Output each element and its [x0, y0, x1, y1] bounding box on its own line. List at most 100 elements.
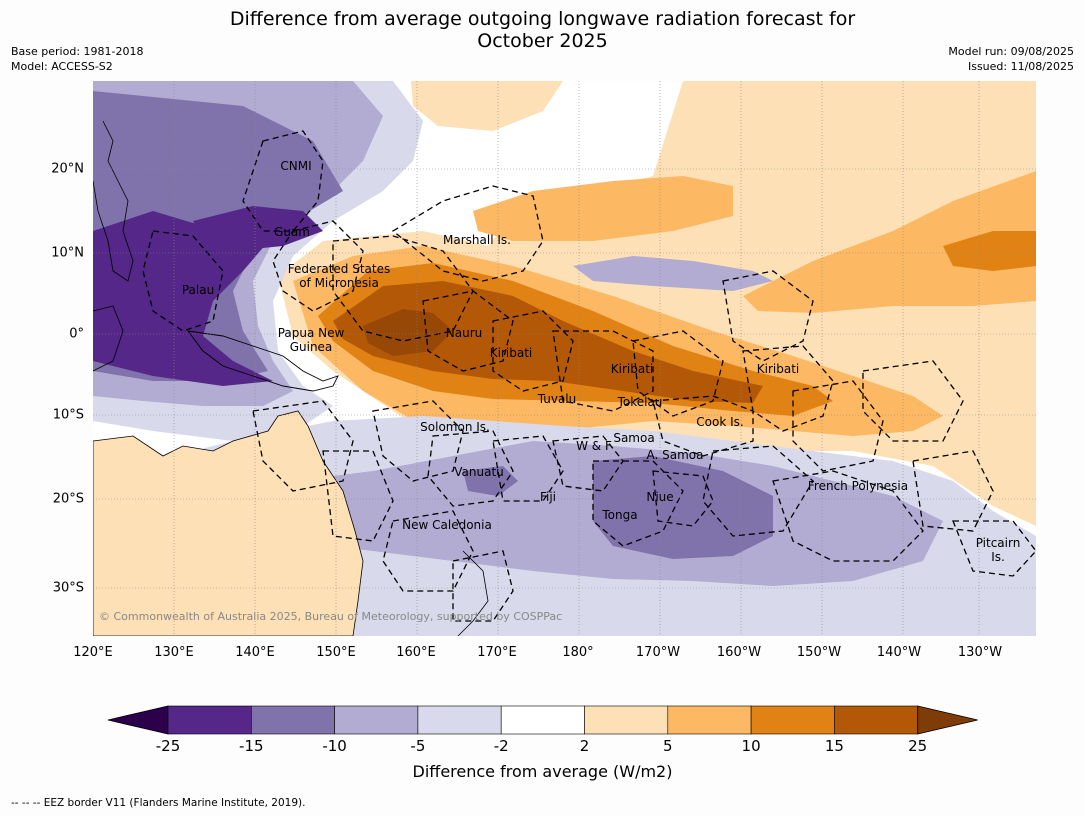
label-kiribati-east: Kiribati — [756, 362, 800, 376]
colorbar-tick-label: -10 — [322, 737, 347, 755]
borneo-outline — [93, 305, 124, 372]
label-marshall-islands: Marshall Is. — [443, 233, 511, 247]
label-micronesia-line-1: Federated States — [287, 262, 391, 276]
colorbar-segment — [500, 705, 585, 735]
label-cnmi: CNMI — [280, 159, 312, 173]
chart-title: Difference from average outgoing longwav… — [0, 8, 1085, 52]
positive-anomaly-2-5-ne — [488, 81, 1036, 441]
negative-anomaly-15-25-west — [93, 211, 273, 386]
label-tuvalu: Tuvalu — [537, 392, 577, 406]
colorbar — [107, 705, 978, 735]
label-guam: Guam — [274, 225, 310, 239]
lon-tick: 130°W — [957, 645, 1003, 660]
colorbar-segment — [584, 705, 669, 735]
colorbar-tick-label: 2 — [579, 737, 590, 755]
copyright-notice: © Commonwealth of Australia 2025, Bureau… — [99, 610, 563, 623]
label-niue: Niue — [646, 490, 674, 504]
colorbar-tick-label: -2 — [493, 737, 509, 755]
colorbar-segment — [750, 705, 835, 735]
label-vanuatu: Vanuatu — [454, 465, 504, 479]
colorbar-tick-label: -25 — [155, 737, 181, 755]
title-line-1: Difference from average outgoing longwav… — [229, 8, 856, 30]
lon-tick: 150°W — [796, 645, 842, 660]
label-pitcairn: Pitcairn Is. — [976, 536, 1021, 564]
eez-borders — [142, 130, 1036, 622]
label-kiribati-west: Kiribati — [489, 346, 533, 360]
title-line-2: October 2025 — [477, 30, 608, 52]
colorbar-segment — [667, 705, 752, 735]
colorbar-segment — [334, 705, 419, 735]
colorbar-tick-label: 25 — [908, 737, 928, 755]
label-fiji: Fiji — [539, 490, 557, 504]
negative-anomaly-10-15-south — [593, 456, 773, 559]
label-samoa: Samoa — [613, 431, 655, 445]
graticule — [93, 81, 1036, 636]
colorbar-extend-low — [107, 705, 169, 735]
colorbar-tick-label: 15 — [824, 737, 844, 755]
colorbar-segment — [167, 705, 252, 735]
new-zealand-outline — [457, 550, 489, 636]
negative-anomaly-10-15-south-small — [463, 466, 518, 496]
label-pitcairn-line-2: Is. — [991, 550, 1005, 564]
label-french-polynesia: French Polynesia — [807, 479, 909, 493]
lon-tick: 160°E — [396, 645, 436, 660]
colorbar-segment — [834, 705, 919, 735]
label-palau: Palau — [181, 283, 215, 297]
label-micronesia-line-2: of Micronesia — [299, 276, 379, 290]
positive-anomaly-15-25 — [333, 281, 763, 403]
colorbar-label: Difference from average (W/m2) — [412, 762, 673, 781]
negative-anomaly-5-10-south — [213, 441, 943, 586]
issued-date: Issued: 11/08/2025 — [967, 60, 1074, 73]
lat-tick: 10°S — [52, 407, 84, 423]
new-guinea-outline — [186, 330, 339, 392]
label-pitcairn-line-1: Pitcairn — [975, 536, 1021, 550]
lat-tick: 10°N — [51, 245, 84, 261]
lon-tick: 170°E — [477, 645, 517, 660]
positive-anomaly-5-10-n — [473, 176, 733, 241]
positive-anomaly-5-10-ne — [743, 171, 1036, 313]
lon-tick: 170°W — [635, 645, 681, 660]
positive-anomaly-over-25 — [363, 309, 453, 356]
colorbar-extend-high — [917, 705, 978, 735]
label-american-samoa: A. Samoa — [646, 448, 704, 462]
label-tonga: Tonga — [602, 508, 638, 522]
lon-tick: 130°E — [154, 645, 194, 660]
lon-tick: 140°W — [876, 645, 922, 660]
lat-tick: 20°S — [52, 491, 84, 507]
lon-tick: 180° — [562, 645, 594, 660]
negative-anomaly-15-25-guam — [193, 206, 323, 251]
australia-landmass — [93, 410, 364, 636]
anomaly-map — [93, 81, 1036, 636]
model-name: Model: ACCESS-S2 — [11, 60, 113, 73]
right-metadata: Model run: 09/08/2025 Issued: 11/08/2025 — [948, 44, 1074, 74]
label-png-line-1: Papua New — [277, 326, 345, 340]
lon-tick: 120°E — [73, 645, 113, 660]
label-wallis-futuna: W & F — [576, 439, 612, 453]
lon-tick: 140°E — [235, 645, 275, 660]
lat-tick: 20°N — [51, 161, 84, 177]
label-png-line-2: Guinea — [289, 340, 333, 354]
eez-footnote: -- -- -- EEZ border V11 (Flanders Marine… — [11, 797, 306, 809]
label-tokelau: Tokelau — [617, 395, 663, 409]
positive-anomaly-2-5-nw — [411, 81, 563, 131]
base-period: Base period: 1981-2018 — [11, 45, 144, 58]
philippines-outline — [93, 120, 134, 282]
label-new-caledonia: New Caledonia — [402, 518, 492, 532]
colorbar-segment — [251, 705, 335, 735]
model-run: Model run: 09/08/2025 — [948, 45, 1074, 58]
lat-tick: 30°S — [52, 580, 84, 596]
label-cook-islands: Cook Is. — [696, 415, 744, 429]
label-micronesia: Federated States of Micronesia — [288, 262, 390, 290]
left-metadata: Base period: 1981-2018 Model: ACCESS-S2 — [11, 44, 143, 74]
colorbar-tick-label: 10 — [741, 737, 761, 755]
colorbar-tick-label: -15 — [239, 737, 264, 755]
lon-tick: 160°W — [716, 645, 762, 660]
lat-tick: 0° — [69, 326, 84, 342]
colorbar-tick-label: 5 — [663, 737, 673, 755]
colorbar-tick-label: -5 — [410, 737, 426, 755]
label-papua-new-guinea: Papua New Guinea — [278, 326, 345, 354]
label-solomon-islands: Solomon Is. — [420, 420, 490, 434]
label-nauru: Nauru — [445, 326, 483, 340]
lon-tick: 150°E — [316, 645, 356, 660]
positive-anomaly-10-15-ne — [943, 231, 1036, 271]
